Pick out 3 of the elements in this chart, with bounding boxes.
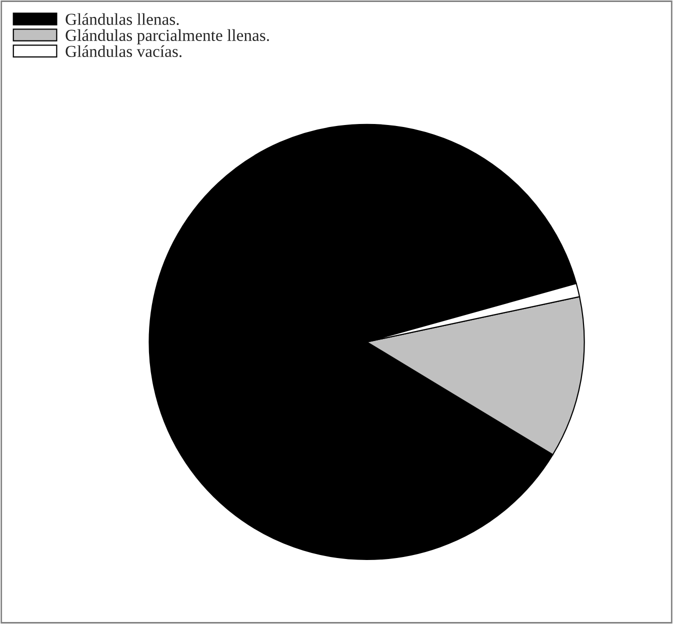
legend-label: Glándulas parcialmente llenas. (66, 29, 269, 44)
legend-label: Glándulas llenas. (66, 13, 179, 26)
legend-label: Glándulas vacías. (66, 45, 182, 58)
